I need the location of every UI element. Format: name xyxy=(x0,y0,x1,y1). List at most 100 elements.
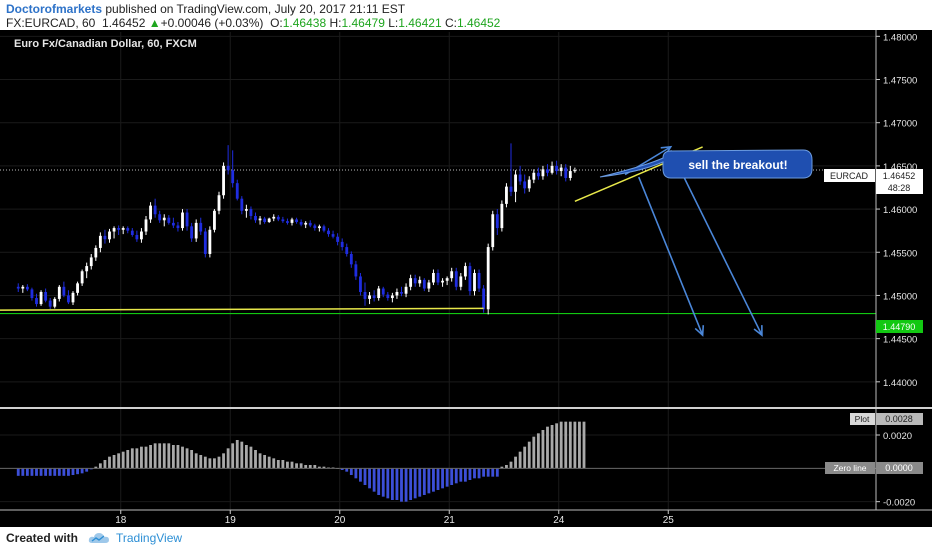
histogram-bar xyxy=(459,468,463,482)
chart-area[interactable]: 1.48000 1.47500 1.47000 1.46500 1.46000 1.455… xyxy=(0,30,932,527)
histogram-bar xyxy=(527,441,531,469)
candle-body xyxy=(222,165,225,196)
candle-body xyxy=(126,228,130,231)
candle-body xyxy=(231,170,235,184)
high-label: H: xyxy=(329,16,342,30)
histogram-bar xyxy=(377,468,381,495)
candle-body xyxy=(276,216,280,220)
histogram-bar xyxy=(240,441,244,469)
time-tick-label: 18 xyxy=(115,515,127,526)
histogram-bar xyxy=(368,468,371,489)
histogram-bar xyxy=(62,468,66,476)
histogram-bar xyxy=(286,461,289,469)
candle-body xyxy=(190,226,194,239)
histogram-bar xyxy=(231,443,235,469)
support-trendline xyxy=(0,307,484,311)
candle-body xyxy=(359,276,362,292)
candle-body xyxy=(541,169,545,177)
histogram-bar xyxy=(149,445,152,469)
created-with-label: Created with xyxy=(6,531,79,545)
histogram-bar xyxy=(171,445,175,469)
histogram-bar xyxy=(340,468,344,470)
histogram-bar xyxy=(57,468,61,476)
price-tick-label: 1.48000 xyxy=(883,32,917,43)
tradingview-brand[interactable]: TradingView xyxy=(116,531,183,545)
candle-body xyxy=(226,165,230,171)
candle-body xyxy=(427,282,431,289)
candle-body xyxy=(286,221,289,223)
candle-body xyxy=(249,209,253,216)
downside-arrow-1-head xyxy=(694,325,705,337)
candle-body xyxy=(477,272,481,289)
candle-body xyxy=(144,219,148,232)
histogram-bar xyxy=(181,446,184,469)
callout[interactable]: sell the breakout! xyxy=(599,149,813,179)
candle-body xyxy=(336,236,340,242)
candle-body xyxy=(372,295,376,299)
histogram-bar xyxy=(541,430,545,469)
histogram-bar xyxy=(140,446,143,469)
plot-label-text: Plot xyxy=(855,414,870,424)
oscillator-badges: Plot 0.0028 Zero line 0.0000 xyxy=(825,413,923,474)
candle-body xyxy=(381,288,385,295)
candle-body xyxy=(199,222,203,232)
histogram-bar xyxy=(76,468,79,475)
downside-arrow-2 xyxy=(669,149,763,336)
publish-header: Doctorofmarkets published on TradingView… xyxy=(0,0,932,30)
histogram-bar xyxy=(135,448,139,469)
time-tick-label: 20 xyxy=(334,515,346,526)
author-link[interactable]: Doctorofmarkets xyxy=(6,2,103,16)
oscillator-histogram xyxy=(0,421,876,502)
histogram-bar xyxy=(254,450,257,469)
candle-body xyxy=(281,219,285,222)
candle-body xyxy=(98,235,102,248)
chart-background xyxy=(0,30,932,527)
histogram-bar xyxy=(44,468,48,476)
candle-body xyxy=(459,276,463,287)
high-value: 1.46479 xyxy=(341,16,385,30)
candle-body xyxy=(509,186,513,192)
histogram-bar xyxy=(208,458,212,469)
candle-body xyxy=(235,183,239,199)
candle-body xyxy=(85,266,89,272)
histogram-bar xyxy=(48,468,52,476)
histogram-bar xyxy=(94,466,98,469)
chart-title: Euro Fx/Canadian Dollar, 60, FXCM xyxy=(14,38,197,50)
last-price-badge-text: 1.46452 xyxy=(883,171,916,181)
histogram-bar xyxy=(317,466,321,469)
histogram-bar xyxy=(473,468,476,479)
candle-body xyxy=(103,235,107,240)
histogram-bar xyxy=(190,450,194,469)
histogram-bar xyxy=(505,465,508,469)
low-value: 1.46421 xyxy=(398,16,442,30)
histogram-bar xyxy=(500,466,504,469)
candle-body xyxy=(217,195,221,211)
axes: 1.48000 1.47500 1.47000 1.46500 1.46000 1.455… xyxy=(0,30,932,526)
histogram-bar xyxy=(126,450,130,469)
candle-body xyxy=(130,230,134,235)
histogram-bar xyxy=(30,468,34,476)
histogram-bar xyxy=(281,460,285,469)
histogram-bar xyxy=(199,455,203,469)
candle-body xyxy=(295,219,298,223)
histogram-bar xyxy=(514,456,517,469)
change-value: +0.00046 (+0.03%) xyxy=(160,16,264,30)
callout-bubble xyxy=(599,149,813,179)
histogram-bar xyxy=(176,445,180,469)
histogram-bar xyxy=(249,446,253,469)
candle-body xyxy=(167,217,171,223)
ohlc-line: FX:EURCAD, 60 1.46452 ▲+0.00046 (+0.03%)… xyxy=(6,16,500,30)
histogram-bar xyxy=(313,465,317,469)
histogram-bar xyxy=(130,448,134,469)
histogram-bar xyxy=(573,421,577,469)
histogram-bar xyxy=(117,453,121,469)
candle-body xyxy=(25,286,29,290)
candle-body xyxy=(468,266,472,292)
histogram-bar xyxy=(468,468,472,480)
price-tick-label: 1.44500 xyxy=(883,335,917,346)
histogram-bar xyxy=(85,468,89,472)
histogram-bar xyxy=(272,458,276,469)
candle-body xyxy=(203,231,207,254)
histogram-bar xyxy=(108,456,111,469)
histogram-bar xyxy=(244,445,248,469)
